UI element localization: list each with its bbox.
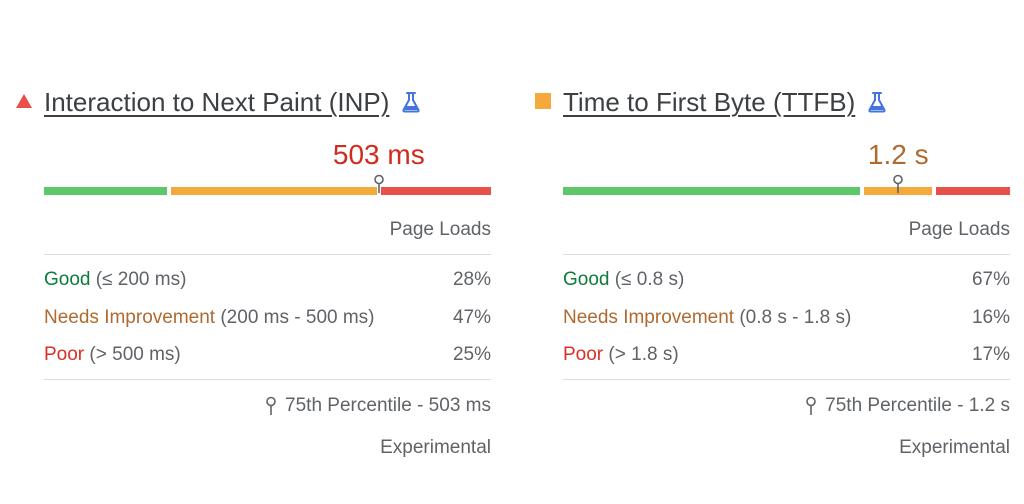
ttfb-bar-poor: [936, 187, 1010, 195]
inp-ni-pct: 47%: [452, 307, 491, 328]
ttfb-p75-marker-icon: [891, 174, 905, 194]
inp-poor-range: (> 500 ms): [89, 344, 181, 365]
ttfb-good-label: Good: [563, 269, 610, 290]
inp-row-needs-improvement: Needs Improvement (200 ms - 500 ms) 47%: [44, 306, 491, 330]
ttfb-poor-label: Poor: [563, 344, 604, 365]
inp-divider-bottom: [44, 379, 491, 380]
inp-poor-label: Poor: [44, 344, 85, 365]
ttfb-row-poor: Poor (> 1.8 s) 17%: [563, 343, 1010, 367]
ttfb-poor-pct: 17%: [971, 344, 1010, 365]
ttfb-divider-top: [563, 254, 1010, 255]
ttfb-ni-pct: 16%: [971, 307, 1010, 328]
ttfb-title-link[interactable]: Time to First Byte (TTFB): [563, 87, 856, 117]
ttfb-column-header: Page Loads: [908, 219, 1010, 240]
inp-header: Interaction to Next Paint (INP): [44, 86, 421, 118]
ttfb-header: Time to First Byte (TTFB): [563, 86, 887, 118]
pin-icon: [805, 396, 817, 416]
ttfb-poor-range: (> 1.8 s): [608, 344, 679, 365]
inp-experimental-label: Experimental: [380, 437, 491, 458]
ttfb-percentile-text: 75th Percentile - 1.2 s: [825, 395, 1010, 416]
inp-ni-label: Needs Improvement: [44, 307, 216, 328]
inp-p75-marker-icon: [372, 174, 386, 194]
inp-distribution-bar: [44, 187, 491, 195]
ttfb-distribution-bar: [563, 187, 1010, 195]
inp-good-label: Good: [44, 269, 91, 290]
flask-icon[interactable]: [867, 91, 887, 113]
triangle-icon: [15, 92, 33, 110]
inp-column-header: Page Loads: [389, 219, 491, 240]
inp-good-range: (≤ 200 ms): [95, 269, 187, 290]
inp-good-pct: 28%: [452, 269, 491, 290]
ttfb-value: 1.2 s: [867, 139, 929, 170]
square-icon: [534, 92, 552, 110]
ttfb-ni-range: (0.8 s - 1.8 s): [739, 307, 852, 328]
pin-icon: [265, 396, 277, 416]
ttfb-experimental-label: Experimental: [899, 437, 1010, 458]
ttfb-ni-label: Needs Improvement: [563, 307, 735, 328]
ttfb-good-pct: 67%: [971, 269, 1010, 290]
inp-bar-poor: [381, 187, 491, 195]
inp-bar-needs-improvement: [171, 187, 378, 195]
inp-bar-good: [44, 187, 168, 195]
inp-poor-pct: 25%: [452, 344, 491, 365]
ttfb-divider-bottom: [563, 379, 1010, 380]
ttfb-percentile: 75th Percentile - 1.2 s: [805, 394, 1010, 418]
ttfb-good-range: (≤ 0.8 s): [614, 269, 685, 290]
ttfb-row-good: Good (≤ 0.8 s) 67%: [563, 268, 1010, 292]
ttfb-row-needs-improvement: Needs Improvement (0.8 s - 1.8 s) 16%: [563, 306, 1010, 330]
flask-icon[interactable]: [401, 91, 421, 113]
inp-percentile-text: 75th Percentile - 503 ms: [285, 395, 491, 416]
inp-row-poor: Poor (> 500 ms) 25%: [44, 343, 491, 367]
inp-ni-range: (200 ms - 500 ms): [220, 307, 375, 328]
inp-divider-top: [44, 254, 491, 255]
inp-title-link[interactable]: Interaction to Next Paint (INP): [44, 87, 390, 117]
ttfb-bar-good: [563, 187, 861, 195]
inp-percentile: 75th Percentile - 503 ms: [265, 394, 491, 418]
inp-value: 503 ms: [332, 139, 425, 170]
inp-row-good: Good (≤ 200 ms) 28%: [44, 268, 491, 292]
